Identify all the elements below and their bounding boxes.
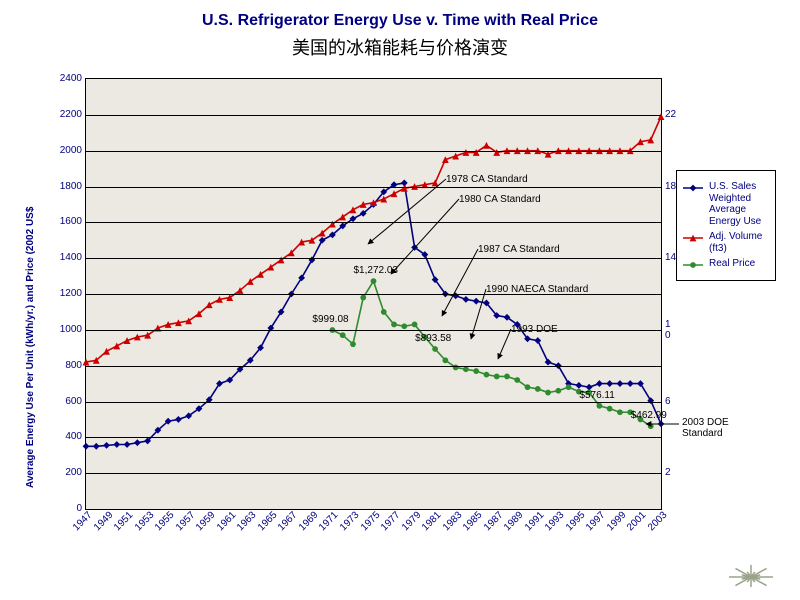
y-tick: 2400 <box>48 74 86 84</box>
x-tick: 1971 <box>317 509 341 533</box>
y-tick: 1600 <box>48 217 86 227</box>
legend-label: U.S. Sales Weighted Average Energy Use <box>709 181 769 227</box>
y2-tick: 2 <box>661 468 689 478</box>
legend-label: Real Price <box>709 258 755 270</box>
x-tick: 2003 <box>645 509 669 533</box>
legend-item: U.S. Sales Weighted Average Energy Use <box>683 181 769 227</box>
callout: 1987 CA Standard <box>478 244 560 255</box>
legend-item: Adj. Volume (ft3) <box>683 231 769 254</box>
x-tick: 1985 <box>460 509 484 533</box>
x-tick: 1989 <box>502 509 526 533</box>
price-label: $893.58 <box>415 333 451 344</box>
callout: 1978 CA Standard <box>446 174 528 185</box>
y-tick: 1000 <box>48 325 86 335</box>
x-tick: 1967 <box>276 509 300 533</box>
x-tick: 1949 <box>91 509 115 533</box>
x-tick: 1993 <box>543 509 567 533</box>
y-tick: 2200 <box>48 110 86 120</box>
x-tick: 1955 <box>152 509 176 533</box>
x-tick: 1981 <box>419 509 443 533</box>
x-tick: 1973 <box>337 509 361 533</box>
x-tick: 2001 <box>625 509 649 533</box>
plot-area: 0200400600800100012001400160018002000220… <box>85 78 662 510</box>
y-tick: 2000 <box>48 146 86 156</box>
x-tick: 1975 <box>358 509 382 533</box>
y-axis-title: Average Energy Use Per Unit (kWh/yr.) an… <box>25 207 36 488</box>
callout: 1993 DOE <box>511 324 558 335</box>
x-tick: 1977 <box>378 509 402 533</box>
y2-tick: 22 <box>661 110 689 120</box>
callout: 1990 NAECA Standard <box>486 284 588 295</box>
y-tick: 800 <box>48 361 86 371</box>
y-tick: 1200 <box>48 289 86 299</box>
x-tick: 1957 <box>173 509 197 533</box>
y-tick: 200 <box>48 468 86 478</box>
x-tick: 1965 <box>255 509 279 533</box>
chart-subtitle-cn: 美国的冰箱能耗与价格演变 <box>0 34 800 60</box>
price-label: $1,272.03 <box>354 265 399 276</box>
x-tick: 1979 <box>399 509 423 533</box>
price-label: $462.99 <box>631 410 667 421</box>
callout: 1980 CA Standard <box>459 194 541 205</box>
x-tick: 1961 <box>214 509 238 533</box>
y-tick: 600 <box>48 397 86 407</box>
y2-tick: 6 <box>661 397 689 407</box>
x-tick: 1999 <box>604 509 628 533</box>
logo-starburst <box>716 547 786 592</box>
x-tick: 1951 <box>111 509 135 533</box>
x-tick: 1995 <box>563 509 587 533</box>
y-tick: 400 <box>48 432 86 442</box>
x-tick: 1983 <box>440 509 464 533</box>
legend-item: Real Price <box>683 258 769 270</box>
y-tick: 1800 <box>48 182 86 192</box>
x-tick: 1969 <box>296 509 320 533</box>
y-tick: 0 <box>48 504 86 514</box>
price-label: $576.11 <box>579 390 614 401</box>
legend-label: Adj. Volume (ft3) <box>709 231 769 254</box>
legend: U.S. Sales Weighted Average Energy Use Ad… <box>676 170 776 281</box>
y-tick: 1400 <box>48 253 86 263</box>
chart-title: U.S. Refrigerator Energy Use v. Time wit… <box>0 12 800 30</box>
price-label: $999.08 <box>312 314 348 325</box>
x-tick: 1959 <box>193 509 217 533</box>
x-tick: 1991 <box>522 509 546 533</box>
x-tick: 1953 <box>132 509 156 533</box>
callout-side: 2003 DOE Standard <box>682 417 752 439</box>
x-tick: 1997 <box>584 509 608 533</box>
x-tick: 1987 <box>481 509 505 533</box>
x-tick: 1963 <box>235 509 259 533</box>
